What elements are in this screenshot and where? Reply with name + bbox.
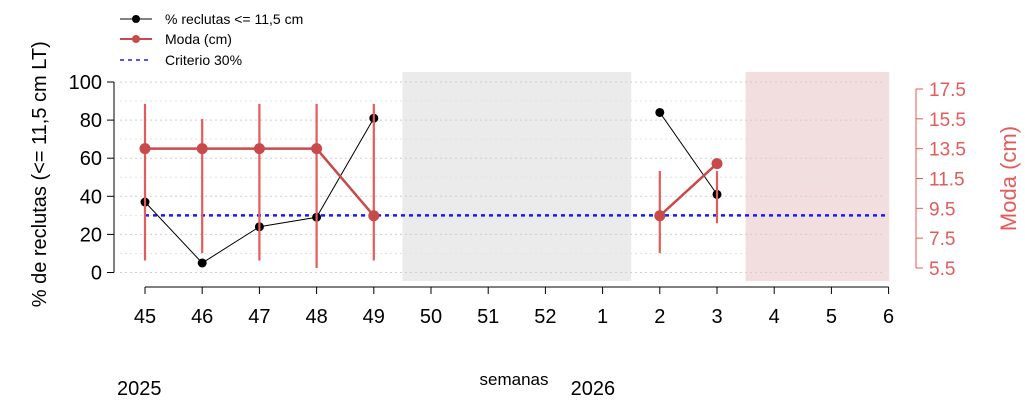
legend-label: Criterio 30%	[165, 52, 242, 68]
x-tick-label: 6	[883, 306, 894, 328]
data-point	[655, 107, 665, 117]
y-tick-label-right: 15.5	[929, 110, 966, 131]
data-point	[253, 143, 265, 155]
y-tick-label-right: 9.5	[929, 199, 955, 220]
y-axis-title-left: % de reclutas (<= 11,5 cm LT)	[29, 41, 51, 307]
y-tick-label-right: 5.5	[929, 259, 955, 280]
legend-marker	[132, 15, 140, 23]
data-point	[196, 143, 208, 155]
x-tick-label: 48	[305, 306, 327, 328]
x-tick-label: 49	[363, 306, 385, 328]
data-point	[654, 210, 666, 222]
x-tick-label: 3	[711, 306, 722, 328]
x-tick-label: 47	[248, 306, 270, 328]
x-tick-label: 2	[654, 306, 665, 328]
x-tick-label: 50	[420, 306, 442, 328]
x-tick-label: 5	[826, 306, 837, 328]
y-tick-label-left: 60	[80, 148, 102, 170]
y-tick-label-right: 13.5	[929, 140, 966, 161]
data-point	[311, 143, 323, 155]
year-label: 2025	[117, 378, 162, 400]
shaded-region	[402, 72, 632, 281]
x-tick-label: 46	[191, 306, 213, 328]
legend-label: % reclutas <= 11,5 cm	[165, 11, 303, 27]
y-tick-label-left: 80	[80, 110, 102, 132]
y-tick-label-right: 7.5	[929, 229, 955, 250]
x-tick-label: 52	[534, 306, 556, 328]
series-line	[658, 162, 718, 217]
shaded-region	[745, 72, 890, 281]
series-layer	[139, 103, 723, 268]
x-tick-label: 1	[597, 306, 608, 328]
data-point	[711, 158, 723, 170]
x-tick-label: 4	[769, 306, 780, 328]
shaded-regions	[402, 72, 890, 281]
data-point	[139, 143, 151, 155]
y-tick-label-left: 40	[80, 186, 102, 208]
legend: % reclutas <= 11,5 cm Moda (cm) Criterio 3…	[120, 11, 303, 68]
data-point	[368, 210, 380, 222]
x-tick-label: 51	[477, 306, 499, 328]
y-tick-label-right: 11.5	[929, 170, 965, 191]
y-tick-label-left: 100	[69, 72, 102, 94]
y-tick-label-left: 20	[80, 224, 102, 246]
data-point	[197, 258, 207, 268]
y-tick-label-left: 0	[91, 263, 102, 285]
legend-marker	[132, 35, 140, 43]
legend-label: Moda (cm)	[165, 31, 232, 47]
series-line	[659, 112, 718, 195]
x-tick-label: 45	[134, 306, 156, 328]
labels: % de reclutas (<= 11,5 cm LT) Moda (cm) …	[29, 41, 1021, 389]
year-label: 2026	[571, 378, 616, 400]
y-axis-title-right: Moda (cm)	[996, 126, 1021, 231]
x-axis-title: semanas	[480, 370, 549, 389]
y-tick-label-right: 17.5	[929, 80, 966, 101]
